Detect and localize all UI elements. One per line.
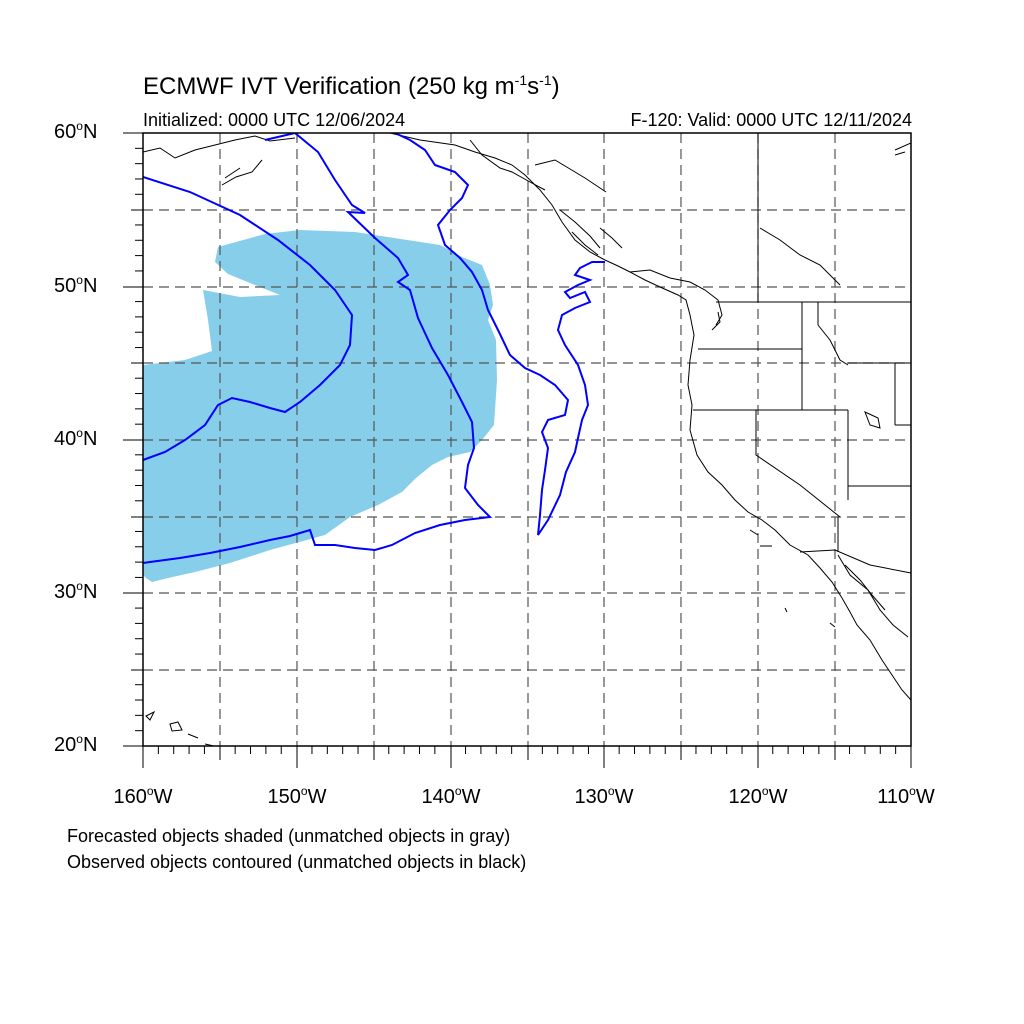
lon-label-160w: 160oW bbox=[113, 784, 173, 808]
legend-note-observed: Observed objects contoured (unmatched ob… bbox=[67, 852, 527, 872]
forecast-ivt-object bbox=[143, 230, 497, 582]
initialized-label: Initialized: 0000 UTC 12/06/2024 bbox=[143, 110, 406, 130]
borders bbox=[693, 133, 911, 574]
lat-label-50n: 50oN bbox=[54, 273, 98, 297]
axis-ticks bbox=[123, 132, 912, 768]
lat-label-30n: 30oN bbox=[54, 579, 98, 603]
lon-label-130w: 130oW bbox=[574, 784, 634, 808]
observed-contour-west bbox=[143, 176, 354, 461]
lat-label-20n: 20oN bbox=[54, 732, 98, 756]
observed-contour-main bbox=[143, 133, 493, 564]
minor-ticks bbox=[135, 147, 897, 754]
lon-label-140w: 140oW bbox=[421, 784, 481, 808]
observed-ivt-contours bbox=[143, 133, 605, 564]
grid-lines bbox=[143, 133, 911, 746]
coastlines bbox=[143, 133, 911, 746]
lat-label-60n: 60oN bbox=[54, 119, 98, 143]
valid-label: F-120: Valid: 0000 UTC 12/11/2024 bbox=[630, 110, 912, 130]
lon-label-110w: 110oW bbox=[877, 784, 935, 808]
chart-title: ECMWF IVT Verification (250 kg m-1s-1) bbox=[143, 72, 560, 100]
legend-note-forecast: Forecasted objects shaded (unmatched obj… bbox=[67, 826, 511, 846]
lat-label-40n: 40oN bbox=[54, 426, 98, 450]
lon-label-150w: 150oW bbox=[267, 784, 327, 808]
observed-contour-inner bbox=[394, 133, 605, 536]
lon-label-120w: 120oW bbox=[728, 784, 788, 808]
